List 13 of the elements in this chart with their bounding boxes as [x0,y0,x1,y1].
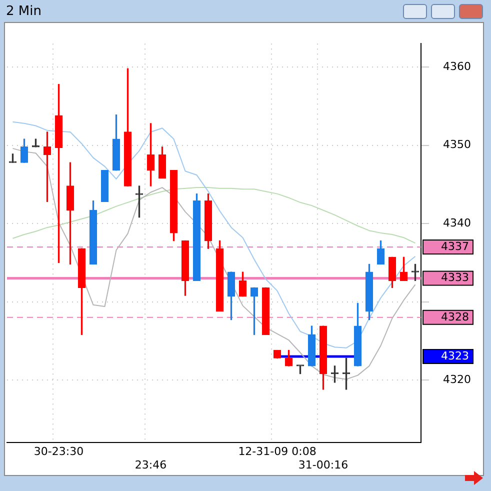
y-tick-label: 4340 [443,216,471,230]
ref-line-label: 4337 [441,240,469,253]
chart-title: 2 Min [6,4,42,19]
text: 4323 [441,349,469,362]
x-tick-label: 30-23:30 [34,445,84,458]
x-tick-label: 23:46 [134,458,167,472]
ref-line-label: 4328 [441,310,469,324]
ref-line-label: 4333 [441,271,469,284]
x-tick-label: 31-00:16 [298,458,348,472]
x-tick-label: 12-31-09 0:08 [238,445,316,458]
y-tick-label: 4360 [443,60,471,73]
y-tick-label: 4350 [443,138,471,152]
y-tick-label: 4320 [443,372,471,386]
